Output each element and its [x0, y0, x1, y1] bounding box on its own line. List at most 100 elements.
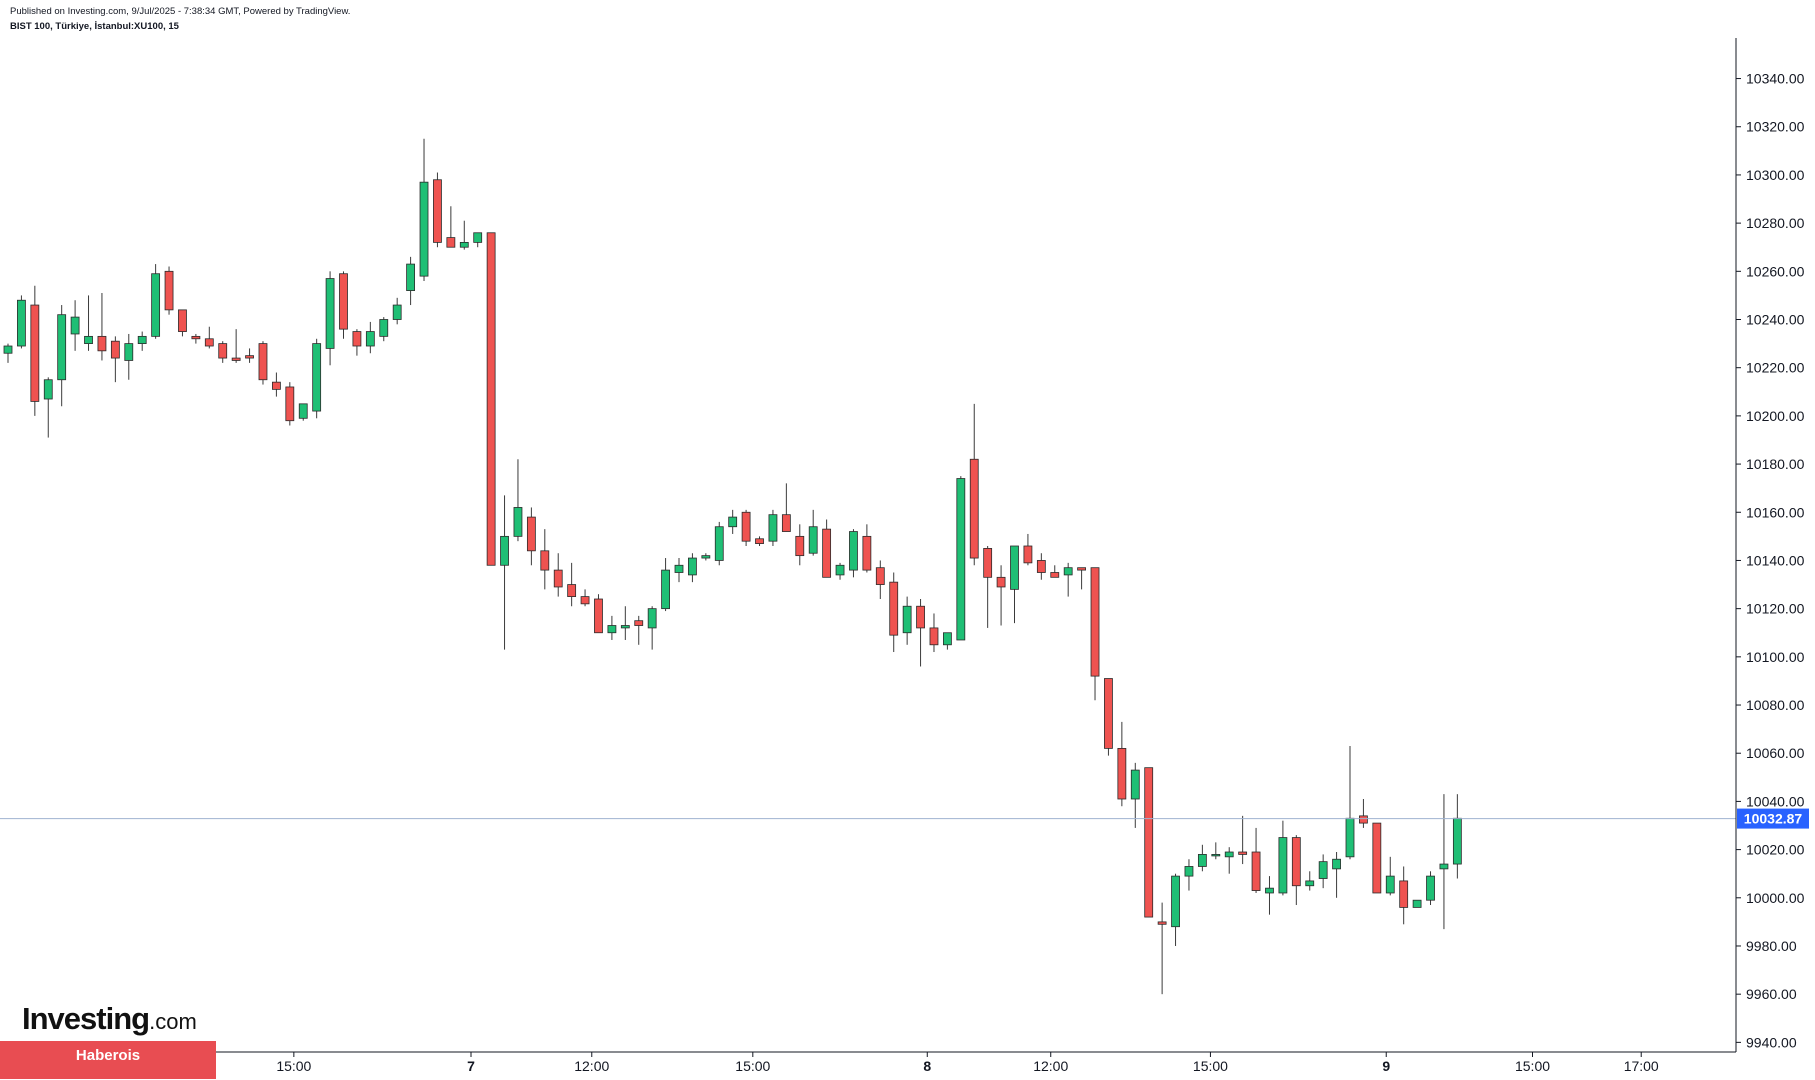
candle [943, 632, 952, 650]
candle [875, 560, 885, 600]
candle [835, 562, 845, 580]
candle-body-up [1171, 875, 1180, 928]
candle [231, 329, 241, 363]
candle-body-up [137, 335, 147, 345]
candle-body-down [916, 605, 925, 629]
candle [1077, 567, 1086, 590]
candle [889, 572, 899, 653]
candle [1345, 745, 1355, 860]
candle-body-up [1278, 837, 1288, 894]
candle [849, 529, 858, 578]
candle [352, 329, 362, 356]
candle-body-up [513, 507, 523, 537]
candle-body-down [231, 357, 241, 361]
candle-body-down [245, 355, 254, 359]
candle-body-up [473, 232, 483, 243]
candle-body-down [634, 620, 644, 626]
candle-body-down [446, 237, 456, 248]
candle [3, 343, 13, 363]
candle [996, 565, 1006, 626]
candle [218, 341, 228, 363]
candle-body-up [500, 535, 509, 566]
candle [620, 606, 630, 640]
candle [43, 377, 53, 438]
price-tick-label: 10060.00 [1746, 745, 1805, 761]
time-axis: 412:0015:00712:0015:00812:0015:00915:001… [7, 1052, 1659, 1074]
candle [84, 295, 93, 351]
candle [325, 271, 335, 366]
candle [124, 333, 134, 380]
candle-body-up [1305, 880, 1315, 887]
candle [862, 524, 872, 573]
candle-body-down [191, 335, 201, 340]
candle [57, 305, 67, 407]
price-tick-label: 9960.00 [1746, 986, 1797, 1002]
candle [983, 546, 993, 628]
candle-body-down [526, 516, 536, 552]
last-price-bg [1737, 808, 1809, 829]
candle-body-down [352, 331, 362, 347]
candle-body-up [43, 379, 53, 400]
candle-body-up [1197, 854, 1207, 867]
candle-body-up [688, 557, 697, 576]
candle-body-down [741, 511, 751, 542]
candle-body-up [70, 316, 80, 335]
candle [674, 558, 684, 583]
candle-body-down [110, 340, 120, 359]
candle [1171, 873, 1180, 946]
candle-body-up [17, 299, 26, 347]
candle [365, 321, 375, 354]
time-tick-label: 15:00 [1515, 1058, 1550, 1074]
price-tick-label: 10180.00 [1746, 456, 1805, 472]
candle-body-down [1144, 767, 1154, 918]
candle [285, 382, 295, 426]
candle [1197, 844, 1207, 872]
candle-body-up [325, 278, 335, 349]
candle [916, 599, 925, 667]
candle-body-down [97, 335, 107, 352]
candle [446, 206, 456, 248]
candle-body-down [178, 309, 187, 332]
candle [969, 403, 979, 566]
candle-body-up [1439, 863, 1449, 870]
candle [540, 529, 550, 590]
candle-body-down [540, 550, 550, 571]
candle [406, 256, 416, 306]
candle [929, 613, 939, 653]
price-axis: 10340.00 10320.00 10300.00 10280.00 10260.00… [1736, 71, 1805, 1050]
time-tick-label: 15:00 [735, 1058, 770, 1074]
candle [1184, 859, 1194, 891]
candle [459, 220, 469, 250]
candle [580, 589, 590, 607]
time-tick-label: 15:00 [276, 1058, 311, 1074]
price-tick-label: 10100.00 [1746, 649, 1805, 665]
candle [392, 297, 402, 325]
candle [473, 232, 483, 248]
candle-body-up [714, 526, 724, 561]
price-tick-label: 10200.00 [1746, 408, 1805, 424]
candle-body-up [943, 632, 952, 646]
candle [164, 266, 174, 315]
candle-body-down [553, 569, 563, 588]
candle [1144, 767, 1154, 918]
last-price-tag: 10032.87 [1737, 808, 1809, 829]
candle [339, 271, 348, 339]
time-tick-label: 12:00 [1033, 1058, 1068, 1074]
candle [728, 509, 738, 534]
price-tick-label: 9940.00 [1746, 1034, 1797, 1050]
candle-body-up [1265, 887, 1274, 894]
candle-body-up [392, 304, 402, 320]
candle [808, 509, 818, 556]
candle-body-down [1036, 560, 1046, 573]
candle [30, 285, 40, 416]
candle [97, 293, 107, 361]
candle [204, 326, 214, 349]
candle-body-up [902, 605, 912, 634]
candle-body-down [822, 528, 832, 578]
candle [1305, 871, 1315, 891]
candle [178, 309, 187, 337]
price-tick-label: 10280.00 [1746, 215, 1805, 231]
candle [1452, 794, 1462, 879]
candle [1063, 562, 1073, 597]
